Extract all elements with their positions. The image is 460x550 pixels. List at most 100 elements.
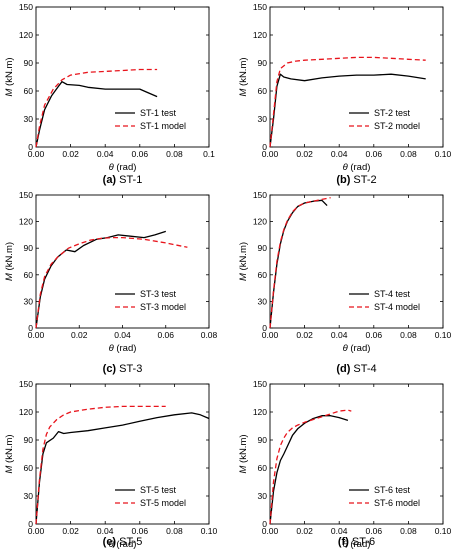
y-axis-unit: (kN.m)	[4, 434, 15, 465]
y-tick-label: 60	[24, 86, 34, 96]
legend-label: ST-1 model	[140, 121, 186, 131]
y-axis-symbol: M	[238, 89, 249, 97]
chart-panel-3: 0.00 0.02 0.04 0.06 0.08 0 30 60 90 120 150 θ (rad)…	[4, 190, 218, 375]
x-axis-unit: (rad)	[114, 162, 137, 173]
y-tick-label: 150	[253, 190, 267, 200]
x-tick-label: 0.06	[132, 526, 149, 536]
panel-caption: (c) ST-3	[103, 363, 143, 375]
y-tick-label: 120	[253, 217, 267, 227]
y-tick-label: 0	[262, 323, 267, 333]
x-axis-unit: (rad)	[348, 162, 371, 173]
caption-id: (e)	[103, 536, 117, 548]
caption-name: ST-1	[119, 174, 142, 186]
x-tick-label: 0.06	[366, 149, 383, 159]
series-line-test	[269, 73, 426, 148]
x-axis-unit: (rad)	[348, 539, 371, 550]
y-tick-label: 30	[258, 491, 268, 501]
x-tick-label: 0.10	[435, 526, 452, 536]
y-tick-label: 120	[253, 30, 267, 40]
y-axis-title: M (kN.m)	[238, 434, 249, 473]
x-tick-label: 0.00	[28, 330, 45, 340]
plot-frame	[269, 6, 444, 148]
y-axis-symbol: M	[4, 89, 15, 97]
x-tick-label: 0.1	[203, 149, 215, 159]
caption-name: ST-4	[353, 363, 376, 375]
x-tick-label: 0.02	[296, 149, 313, 159]
x-tick-label: 0.00	[28, 526, 45, 536]
y-axis-symbol: M	[238, 273, 249, 281]
y-axis-symbol: M	[4, 466, 15, 474]
x-axis-unit: (rad)	[348, 343, 371, 354]
y-axis-unit: (kN.m)	[238, 242, 249, 273]
x-axis-symbol: θ	[343, 539, 349, 550]
x-tick-label: 0.00	[262, 330, 279, 340]
y-axis-title: M (kN.m)	[238, 57, 249, 96]
series-line-test	[35, 81, 158, 148]
y-tick-label: 60	[24, 270, 34, 280]
x-tick-label: 0.06	[366, 330, 383, 340]
y-tick-label: 0	[262, 519, 267, 529]
x-axis-symbol: θ	[109, 162, 115, 173]
x-tick-label: 0.06	[366, 526, 383, 536]
y-axis-unit: (kN.m)	[4, 242, 15, 273]
y-tick-label: 150	[253, 2, 267, 12]
y-tick-label: 30	[24, 491, 34, 501]
x-tick-label: 0.10	[435, 149, 452, 159]
y-tick-label: 90	[258, 435, 268, 445]
legend-label: ST-6 model	[374, 498, 420, 508]
caption-id: (c)	[103, 363, 117, 375]
panel-caption: (e) ST-5	[103, 536, 143, 548]
x-tick-label: 0.06	[132, 149, 149, 159]
y-tick-label: 60	[258, 463, 268, 473]
legend-label: ST-4 model	[374, 302, 420, 312]
series-line-model	[269, 56, 426, 148]
y-tick-label: 30	[24, 296, 34, 306]
x-axis-symbol: θ	[109, 343, 115, 354]
x-axis-symbol: θ	[109, 539, 115, 550]
chart-panel-4: 0.00 0.02 0.04 0.06 0.08 0.10 0 30 60 90 120 150 θ (…	[238, 190, 452, 375]
y-tick-label: 150	[19, 379, 33, 389]
x-tick-label: 0.02	[71, 330, 88, 340]
x-tick-label: 0.00	[28, 149, 45, 159]
x-tick-label: 0.10	[435, 330, 452, 340]
y-tick-label: 30	[24, 114, 34, 124]
y-tick-label: 90	[24, 58, 34, 68]
x-tick-label: 0.08	[400, 526, 417, 536]
y-tick-label: 120	[19, 30, 33, 40]
y-axis-unit: (kN.m)	[238, 57, 249, 88]
y-tick-label: 150	[253, 379, 267, 389]
y-axis-title: M (kN.m)	[4, 434, 15, 473]
series-line-model	[35, 405, 166, 525]
x-axis-title: θ (rad)	[343, 162, 371, 173]
y-axis-title: M (kN.m)	[238, 242, 249, 281]
series-line-model	[269, 197, 331, 329]
legend-label: ST-2 model	[374, 121, 420, 131]
y-axis-symbol: M	[238, 466, 249, 474]
x-axis-title: θ (rad)	[109, 162, 137, 173]
x-axis-symbol: θ	[343, 162, 349, 173]
x-tick-label: 0.06	[157, 330, 174, 340]
chart-panel-2: 0.00 0.02 0.04 0.06 0.08 0.10 0 30 60 90 120 150 θ (…	[238, 2, 452, 186]
y-tick-label: 120	[19, 407, 33, 417]
panel-caption: (b) ST-2	[336, 174, 376, 186]
x-tick-label: 0.08	[201, 330, 218, 340]
x-axis-title: θ (rad)	[343, 539, 371, 550]
x-tick-label: 0.08	[400, 330, 417, 340]
caption-name: ST-6	[352, 536, 375, 548]
series-line-test	[269, 199, 328, 329]
caption-id: (f)	[338, 536, 349, 548]
plot-frame	[269, 383, 444, 525]
chart-panel-1: 0.00 0.02 0.04 0.06 0.08 0.1 0 30 60 90 120 150 θ (r…	[4, 2, 215, 186]
x-tick-label: 0.04	[331, 149, 348, 159]
y-axis-symbol: M	[4, 273, 15, 281]
caption-id: (d)	[336, 363, 350, 375]
y-tick-label: 90	[258, 243, 268, 253]
plot-frame	[35, 383, 210, 525]
plot-frame	[35, 6, 210, 148]
y-tick-label: 0	[262, 142, 267, 152]
series-line-test	[35, 412, 210, 525]
x-axis-unit: (rad)	[114, 343, 137, 354]
y-axis-title: M (kN.m)	[4, 57, 15, 96]
caption-name: ST-3	[119, 363, 142, 375]
y-tick-label: 90	[24, 243, 34, 253]
